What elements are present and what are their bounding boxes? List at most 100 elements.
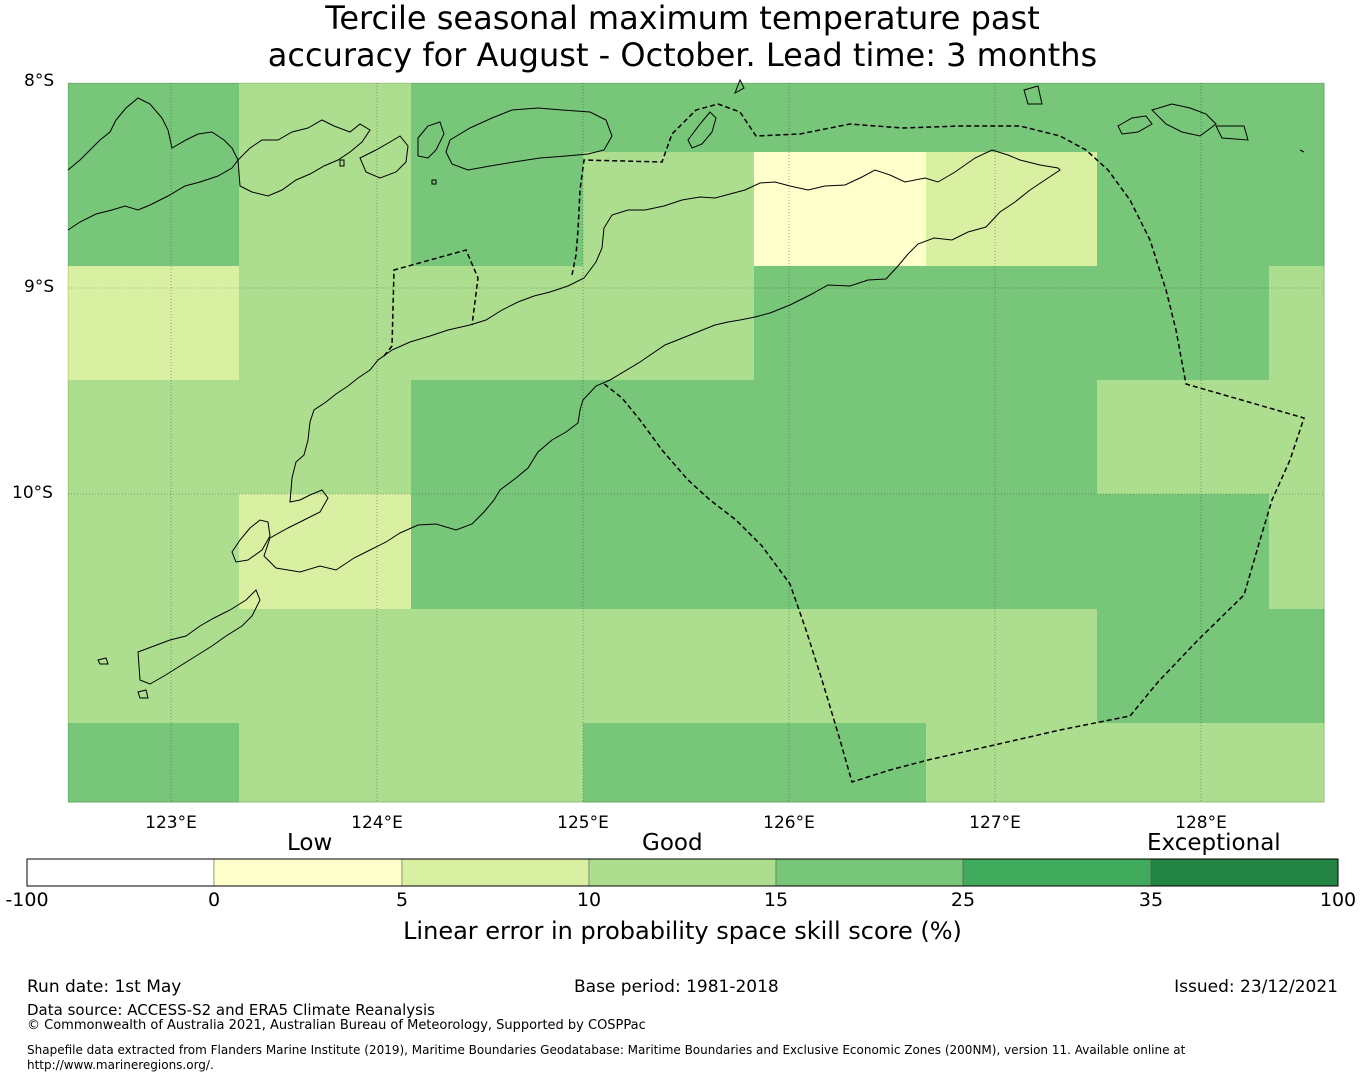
islet-3 bbox=[339, 159, 345, 167]
grid-cell bbox=[411, 609, 584, 724]
grid-cell bbox=[239, 723, 412, 803]
grid-cell bbox=[1269, 83, 1325, 153]
grid-cell bbox=[754, 266, 927, 381]
lon-label-123e: 123°E bbox=[145, 813, 197, 833]
grid-cell bbox=[1097, 83, 1270, 153]
colorbar bbox=[26, 858, 1339, 887]
grid-cell bbox=[239, 609, 412, 724]
flores-coastline bbox=[67, 97, 239, 231]
lon-label-127e: 127°E bbox=[969, 813, 1021, 833]
grid-cell bbox=[1269, 266, 1325, 381]
grid-cell bbox=[411, 266, 584, 381]
grid-cell bbox=[754, 152, 927, 267]
grid-cell bbox=[583, 494, 755, 610]
grid-cell bbox=[239, 152, 412, 267]
colorbar-label: Linear error in probability space skill … bbox=[403, 917, 962, 945]
grid-cell bbox=[926, 266, 1098, 381]
colorbar-tick: 25 bbox=[950, 889, 976, 911]
lat-label-9s: 9°S bbox=[24, 277, 55, 297]
colorbar-segment bbox=[401, 858, 590, 887]
grid-cell bbox=[68, 152, 240, 267]
run-date: Run date: 1st May bbox=[27, 977, 182, 997]
grid-cell bbox=[754, 380, 927, 495]
islet-5 bbox=[1299, 149, 1305, 153]
grid-cell bbox=[1097, 609, 1270, 724]
grid-cell bbox=[754, 609, 927, 724]
map-frame bbox=[67, 82, 1325, 803]
lon-label-128e: 128°E bbox=[1175, 813, 1227, 833]
grid-cell bbox=[1097, 494, 1270, 610]
colorbar-tick: 35 bbox=[1138, 889, 1164, 911]
grid-cell bbox=[1269, 723, 1325, 803]
grid-cell bbox=[68, 83, 240, 153]
grid-cell bbox=[926, 152, 1098, 267]
maritime-boundaries bbox=[383, 103, 1305, 783]
lon-label-125e: 125°E bbox=[557, 813, 609, 833]
alor-coastline bbox=[237, 119, 371, 197]
grid-cell bbox=[239, 83, 412, 153]
issued-date: Issued: 23/12/2021 bbox=[1174, 977, 1338, 997]
island-north-4 bbox=[1215, 125, 1249, 141]
grid-cell bbox=[68, 380, 240, 495]
sawu-coastline bbox=[137, 589, 261, 685]
timor-leste-eez-boundary bbox=[571, 103, 1305, 783]
colorbar-segment bbox=[213, 858, 403, 887]
grid-cell bbox=[926, 494, 1098, 610]
chart-title: Tercile seasonal maximum temperature pas… bbox=[0, 0, 1365, 74]
colorbar-segment bbox=[962, 858, 1152, 887]
grid-cell bbox=[411, 494, 584, 610]
colorbar-segment bbox=[1150, 858, 1339, 887]
grid-cell bbox=[1269, 609, 1325, 724]
lat-label-8s: 8°S bbox=[24, 71, 55, 91]
lat-label-10s: 10°S bbox=[12, 483, 53, 503]
grid-cell bbox=[1097, 723, 1270, 803]
graticule bbox=[68, 83, 1324, 802]
colorbar-tick: 0 bbox=[207, 889, 221, 911]
islet-2 bbox=[137, 689, 149, 699]
island-north-2 bbox=[1151, 103, 1217, 137]
islet-1 bbox=[97, 657, 109, 665]
skill-grid bbox=[68, 83, 1325, 803]
colorbar-segment bbox=[588, 858, 777, 887]
timor-coastline bbox=[263, 149, 1061, 573]
grid-cell bbox=[411, 723, 584, 803]
grid-cell bbox=[1097, 380, 1270, 495]
shapefile-credit: Shapefile data extracted from Flanders M… bbox=[27, 1043, 1186, 1072]
title-line-1: Tercile seasonal maximum temperature pas… bbox=[325, 0, 1040, 37]
grid-cell bbox=[1269, 380, 1325, 495]
colorbar-frame bbox=[26, 858, 1339, 887]
title-line-2: accuracy for August - October. Lead time… bbox=[267, 36, 1098, 74]
colorbar-tick: 100 bbox=[1319, 889, 1357, 911]
grid-cell bbox=[583, 380, 755, 495]
islet-4 bbox=[431, 179, 437, 185]
copyright: © Commonwealth of Australia 2021, Austra… bbox=[27, 1018, 646, 1033]
coastlines bbox=[67, 78, 1305, 699]
grid-cell bbox=[239, 266, 412, 381]
oecusse-boundary bbox=[383, 249, 479, 357]
islet-6 bbox=[734, 78, 745, 95]
grid-cell bbox=[68, 494, 240, 610]
grid-cell bbox=[68, 609, 240, 724]
grid-cell bbox=[926, 609, 1098, 724]
grid-cell bbox=[754, 723, 927, 803]
colorbar-segment bbox=[26, 858, 215, 887]
grid-cell bbox=[68, 723, 240, 803]
colorbar-tick: -100 bbox=[5, 889, 49, 911]
colorbar-tick: 5 bbox=[395, 889, 409, 911]
grid-cell bbox=[583, 83, 755, 153]
grid-cell bbox=[754, 494, 927, 610]
grid-cell bbox=[583, 152, 755, 267]
grid-cell bbox=[1269, 494, 1325, 610]
lon-label-126e: 126°E bbox=[763, 813, 815, 833]
colorbar-tick: 15 bbox=[763, 889, 789, 911]
atauro-coastline bbox=[687, 111, 717, 149]
colorbar-category-low: Low bbox=[287, 830, 333, 856]
grid-cell bbox=[926, 380, 1098, 495]
wetar-coastline bbox=[359, 135, 409, 179]
colorbar-segment bbox=[775, 858, 964, 887]
grid-cell bbox=[926, 723, 1098, 803]
grid-cell bbox=[583, 723, 755, 803]
grid-cell bbox=[1269, 152, 1325, 267]
colorbar-category-good: Good bbox=[642, 830, 703, 856]
colorbar-category-exceptional: Exceptional bbox=[1147, 830, 1281, 856]
